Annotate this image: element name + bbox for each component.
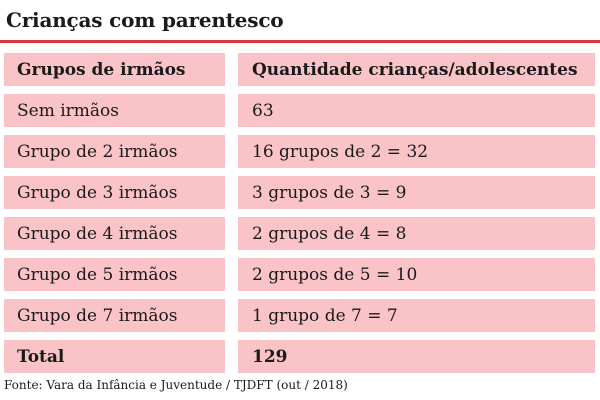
table-total-row: Total 129 (4, 340, 595, 373)
table-cell-quantity: 3 grupos de 3 = 9 (238, 176, 595, 209)
table-header-row: Grupos de irmãos Quantidade crianças/ado… (4, 53, 595, 86)
total-label: Total (4, 340, 225, 373)
header-cell-quantity: Quantidade crianças/adolescentes (238, 53, 595, 86)
table-cell-group: Grupo de 2 irmãos (4, 135, 225, 168)
table-cell-group: Grupo de 5 irmãos (4, 258, 225, 291)
table-cell-group: Grupo de 4 irmãos (4, 217, 225, 250)
table-row: Grupo de 4 irmãos 2 grupos de 4 = 8 (4, 217, 595, 250)
header-cell-groups: Grupos de irmãos (4, 53, 225, 86)
table-cell-group: Grupo de 3 irmãos (4, 176, 225, 209)
table-cell-group: Grupo de 7 irmãos (4, 299, 225, 332)
total-value: 129 (238, 340, 595, 373)
table-row: Grupo de 3 irmãos 3 grupos de 3 = 9 (4, 176, 595, 209)
title-divider (0, 40, 600, 43)
table-cell-group: Sem irmãos (4, 94, 225, 127)
table-row: Grupo de 2 irmãos 16 grupos de 2 = 32 (4, 135, 595, 168)
table-cell-quantity: 2 grupos de 4 = 8 (238, 217, 595, 250)
table-cell-quantity: 1 grupo de 7 = 7 (238, 299, 595, 332)
data-table: Grupos de irmãos Quantidade crianças/ado… (4, 53, 595, 381)
table-cell-quantity: 2 grupos de 5 = 10 (238, 258, 595, 291)
page-title: Crianças com parentesco (6, 8, 284, 32)
table-cell-quantity: 16 grupos de 2 = 32 (238, 135, 595, 168)
table-row: Grupo de 7 irmãos 1 grupo de 7 = 7 (4, 299, 595, 332)
source-note: Fonte: Vara da Infância e Juventude / TJ… (4, 378, 348, 392)
table-row: Sem irmãos 63 (4, 94, 595, 127)
table-row: Grupo de 5 irmãos 2 grupos de 5 = 10 (4, 258, 595, 291)
table-cell-quantity: 63 (238, 94, 595, 127)
